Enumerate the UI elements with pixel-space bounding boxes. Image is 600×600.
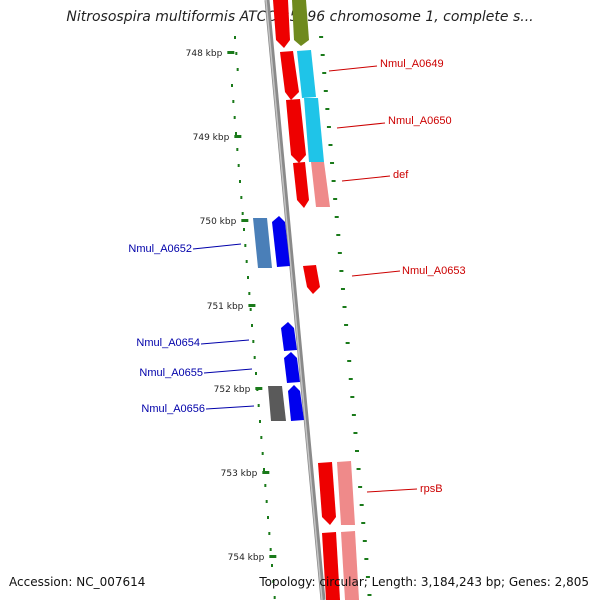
gene-feature[interactable] xyxy=(292,0,309,46)
genome-backbone xyxy=(264,0,326,600)
gene-feature-Nmul_A0649[interactable] xyxy=(280,51,299,100)
kbp-tick-mark xyxy=(269,555,277,558)
cds-feature-Nmul_A0656[interactable] xyxy=(268,386,286,421)
gene-label-Nmul_A0650[interactable]: Nmul_A0650 xyxy=(388,115,452,127)
ruler-dots-inner xyxy=(319,36,372,596)
cds-feature-def[interactable] xyxy=(311,162,330,207)
gene-label-Nmul_A0654[interactable]: Nmul_A0654 xyxy=(136,337,200,349)
kbp-tick-label: 753 kbp xyxy=(221,469,258,479)
gene-feature-rpsB[interactable] xyxy=(318,462,336,525)
ruler-dots-outer xyxy=(231,36,276,599)
gene-feature[interactable] xyxy=(273,0,290,48)
callout-lines xyxy=(192,65,418,493)
gene-feature-Nmul_A0654[interactable] xyxy=(281,322,297,351)
gene-features[interactable] xyxy=(253,0,359,600)
cds-feature-rpsB[interactable] xyxy=(337,461,355,525)
genome-summary: Topology: circular; Length: 3,184,243 bp… xyxy=(259,575,589,589)
kbp-tick-label: 752 kbp xyxy=(214,385,251,395)
cds-feature-Nmul_A0650[interactable] xyxy=(304,98,324,162)
kbp-tick-mark xyxy=(241,219,249,222)
gene-feature-Nmul_A0655[interactable] xyxy=(284,352,300,383)
gene-label-Nmul_A0652[interactable]: Nmul_A0652 xyxy=(128,243,192,255)
kbp-tick-mark xyxy=(262,471,270,474)
gene-feature[interactable] xyxy=(322,532,340,600)
gene-feature-Nmul_A0650[interactable] xyxy=(286,99,306,163)
gene-feature-def[interactable] xyxy=(293,162,309,208)
gene-label-Nmul_A0656[interactable]: Nmul_A0656 xyxy=(141,403,205,415)
kbp-tick-mark xyxy=(227,51,235,54)
gene-feature-Nmul_A0656[interactable] xyxy=(288,385,304,421)
gene-feature-Nmul_A0652[interactable] xyxy=(272,216,290,267)
accession-text: Accession: NC_007614 xyxy=(9,575,146,589)
kbp-ticks: 748 kbp 749 kbp 750 kbp 751 kbp 752 kbp 753 k… xyxy=(186,49,277,563)
gene-label-rpsB[interactable]: rpsB xyxy=(420,483,443,495)
kbp-tick-label: 749 kbp xyxy=(193,133,230,143)
kbp-tick-label: 748 kbp xyxy=(186,49,223,59)
cds-feature[interactable] xyxy=(341,531,359,600)
gene-feature-Nmul_A0653[interactable] xyxy=(303,265,320,294)
kbp-tick-label: 750 kbp xyxy=(200,217,237,227)
cds-feature-Nmul_A0652[interactable] xyxy=(253,218,272,268)
kbp-tick-label: 754 kbp xyxy=(228,553,265,563)
gene-label-Nmul_A0653[interactable]: Nmul_A0653 xyxy=(402,265,466,277)
kbp-tick-mark xyxy=(255,387,263,390)
gene-label-def[interactable]: def xyxy=(393,169,409,181)
gene-labels[interactable]: Nmul_A0649 Nmul_A0650 def Nmul_A0652 Nmu… xyxy=(128,58,465,495)
kbp-tick-mark xyxy=(248,304,256,307)
gene-label-Nmul_A0649[interactable]: Nmul_A0649 xyxy=(380,58,444,70)
kbp-tick-label: 751 kbp xyxy=(207,302,244,312)
cds-feature-Nmul_A0649[interactable] xyxy=(297,50,316,98)
kbp-tick-mark xyxy=(234,135,242,138)
gene-label-Nmul_A0655[interactable]: Nmul_A0655 xyxy=(139,367,203,379)
